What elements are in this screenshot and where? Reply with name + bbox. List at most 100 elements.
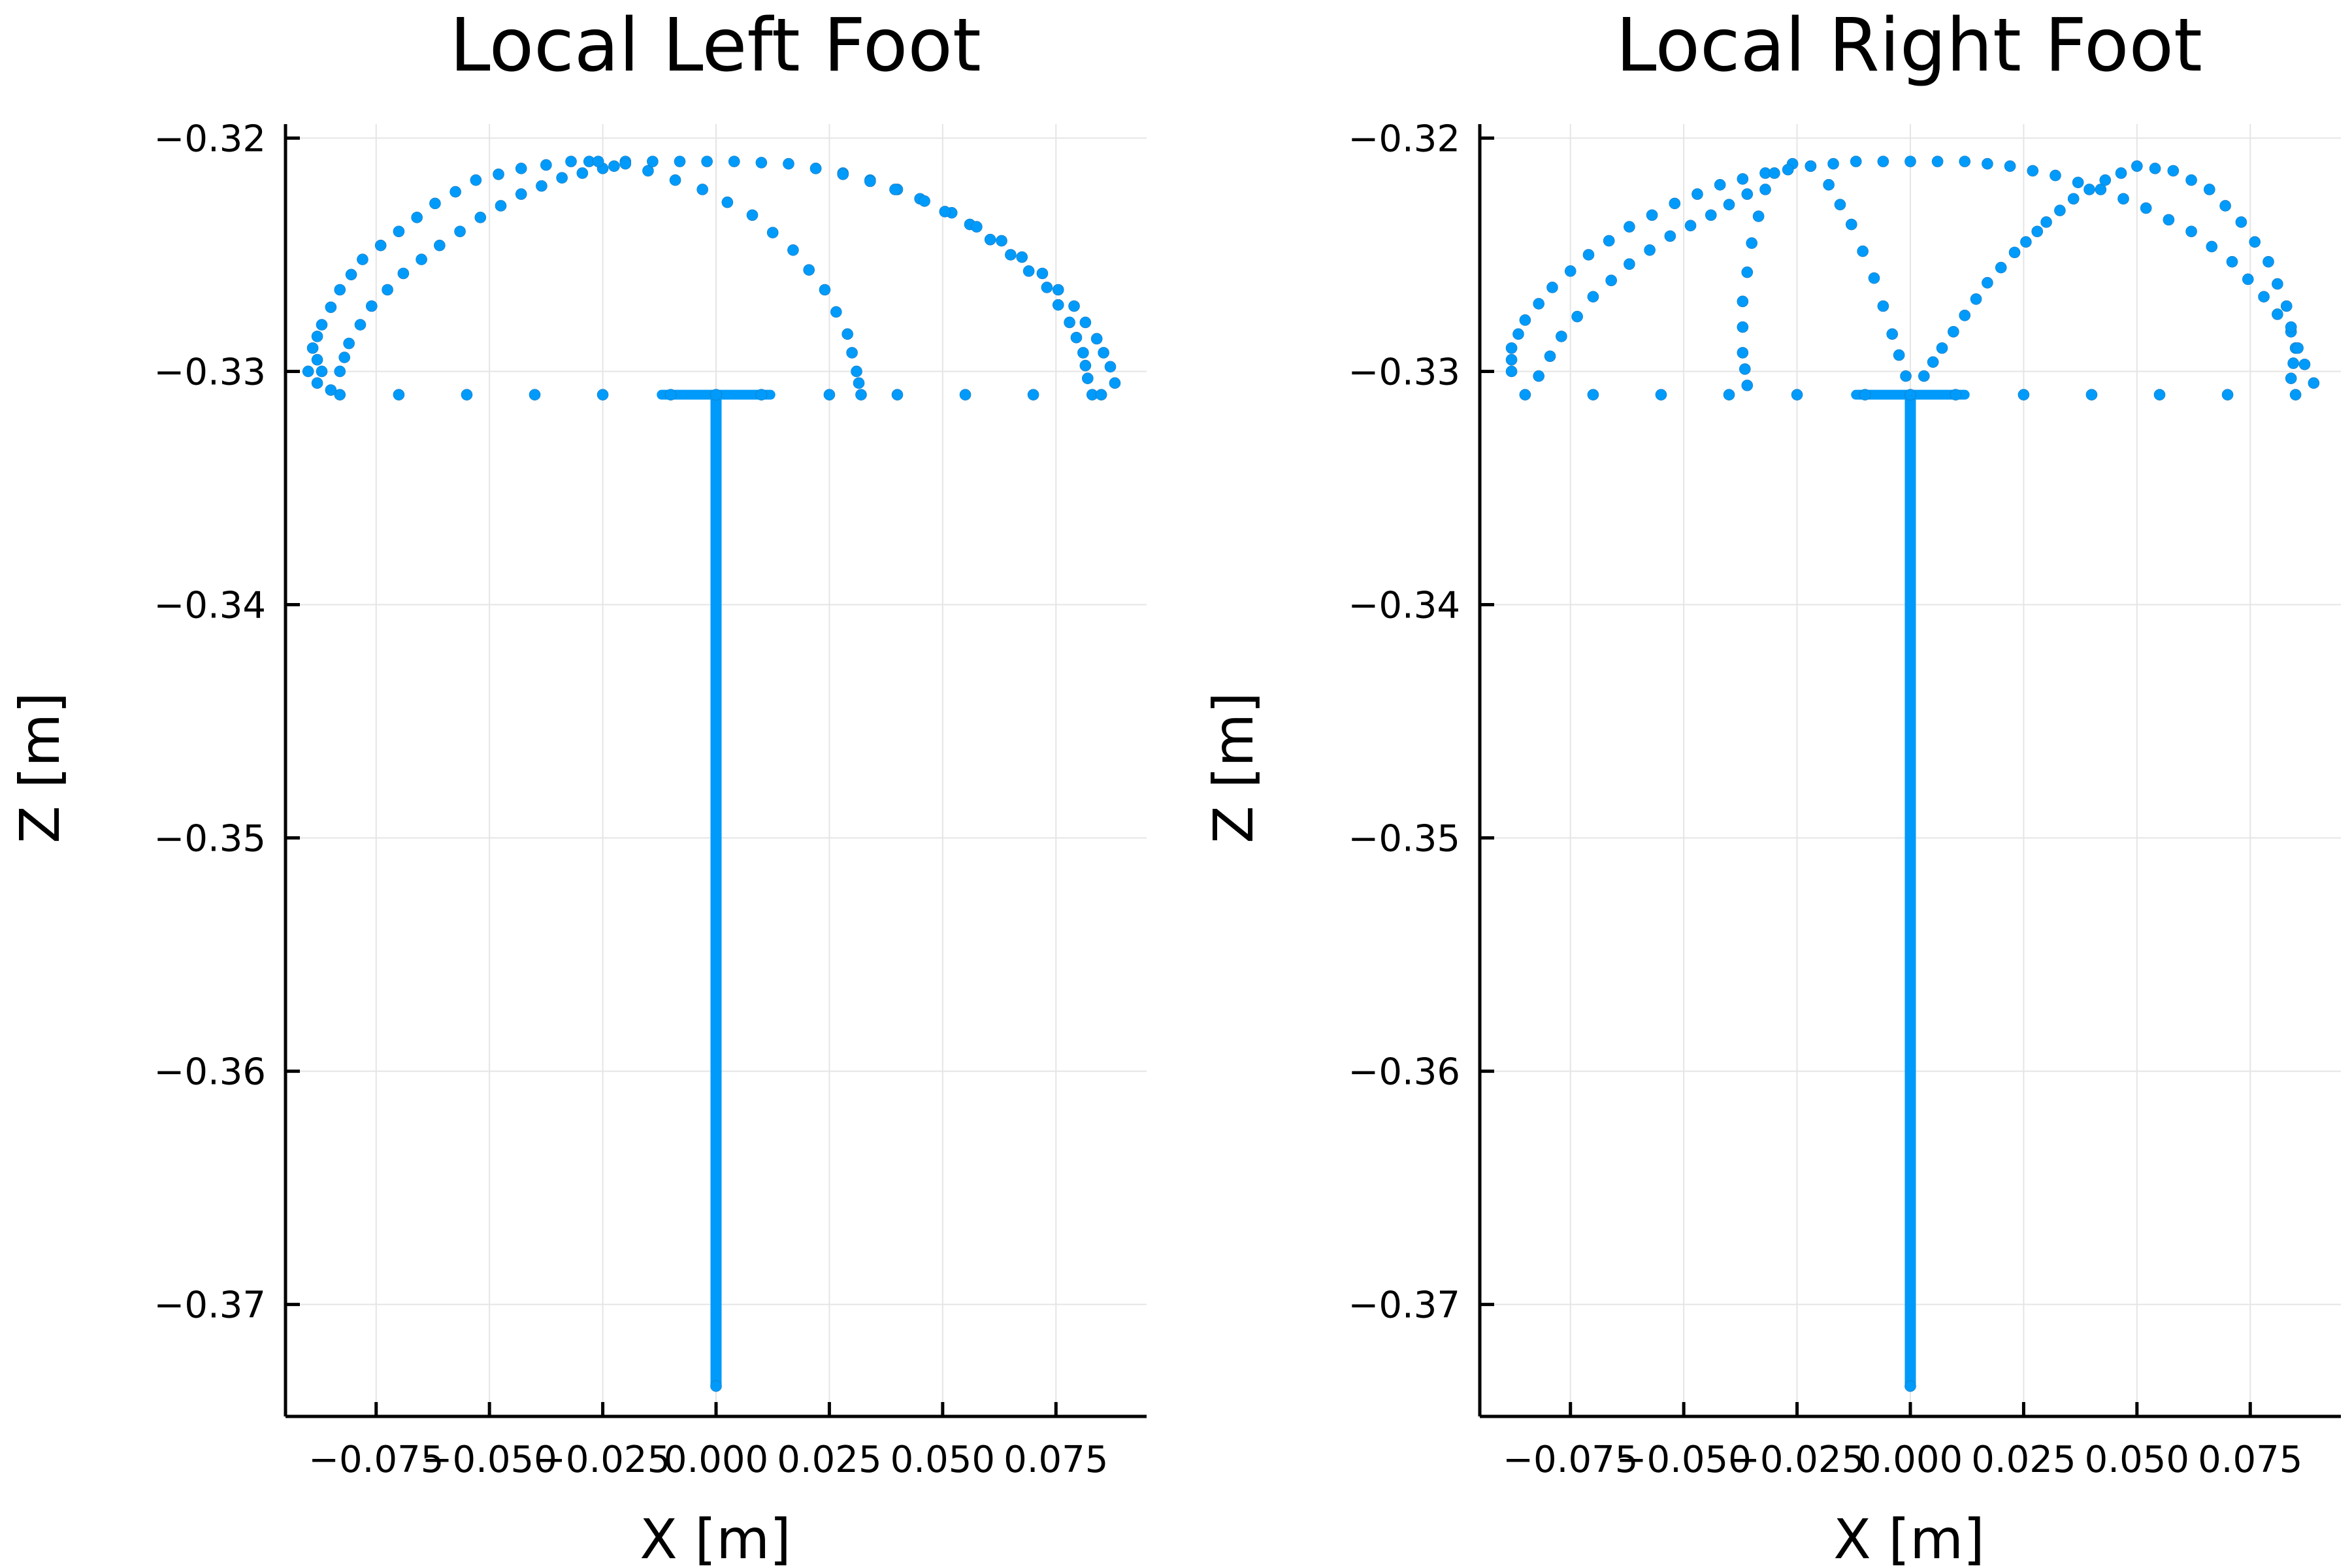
right-foot-data-point <box>1723 389 1735 400</box>
right-foot-data-point <box>1655 389 1667 400</box>
right-foot-data-point <box>2004 160 2016 172</box>
left-foot-data-point <box>334 284 346 296</box>
right-foot-data-point <box>1587 291 1599 303</box>
right-foot-data-point <box>2272 308 2283 320</box>
left-foot-data-point <box>841 328 853 340</box>
left-foot-data-point <box>984 233 996 246</box>
right-foot-data-point <box>2085 389 2098 400</box>
left-foot-y-tick-label: −0.37 <box>154 1284 266 1327</box>
right-foot-data-point <box>2185 225 2197 238</box>
right-foot-data-point <box>1741 188 1754 200</box>
left-foot-data-point <box>325 384 337 396</box>
left-foot-data-point <box>429 197 441 210</box>
right-foot-data-point <box>1603 235 1615 247</box>
right-foot-data-point <box>1505 365 1518 378</box>
left-foot-data-point <box>647 155 659 167</box>
right-foot-data-point <box>1519 389 1531 400</box>
right-foot-subplot: Local Right Foot X [m] Z [m] −0.075−0.05… <box>1201 3 2341 1568</box>
right-foot-y-axis-label: Z [m] <box>1201 692 1266 843</box>
left-foot-data-point <box>596 389 609 400</box>
right-foot-title: Local Right Foot <box>1616 3 2202 88</box>
left-foot-data-point <box>1016 251 1028 263</box>
left-foot-data-point <box>889 184 901 195</box>
left-foot-y-tick-label: −0.32 <box>154 118 266 160</box>
right-foot-data-point <box>1723 199 1735 210</box>
left-foot-data-point <box>382 284 393 296</box>
left-foot-data-point <box>642 165 654 177</box>
left-foot-data-point <box>1090 333 1103 345</box>
left-foot-data-point <box>728 155 740 167</box>
left-foot-data-point <box>1052 299 1064 311</box>
left-foot-data-point <box>619 157 632 170</box>
left-foot-data-point <box>710 389 722 400</box>
left-foot-data-point <box>529 389 541 400</box>
right-foot-data-point <box>2153 389 2166 400</box>
right-foot-data-point <box>1950 389 1962 400</box>
right-foot-data-point <box>2140 202 2152 214</box>
right-foot-data-point <box>1769 167 1780 179</box>
left-foot-data-point <box>1109 377 1121 389</box>
left-foot-y-tick-label: −0.33 <box>154 351 266 393</box>
left-foot-data-point <box>565 155 577 167</box>
left-foot-data-point <box>855 389 867 400</box>
left-foot-x-tick-label: −0.075 <box>308 1439 444 1481</box>
right-foot-data-point <box>1741 380 1754 391</box>
right-foot-data-point <box>1533 370 1544 382</box>
right-foot-x-tick-label: −0.025 <box>1729 1439 1865 1481</box>
left-foot-data-point <box>397 267 410 280</box>
left-foot-data-point <box>354 319 367 331</box>
right-foot-y-tick-label: −0.36 <box>1348 1051 1460 1094</box>
right-foot-data-point <box>1877 155 1889 167</box>
right-foot-data-point <box>1995 261 2007 274</box>
left-foot-data-point <box>515 163 527 174</box>
right-foot-axes-frame <box>1478 124 2341 1418</box>
left-foot-data-point <box>338 351 350 363</box>
right-foot-data-point <box>2235 216 2247 228</box>
left-foot-data-point <box>608 160 620 172</box>
right-foot-data-point <box>2242 273 2254 286</box>
left-foot-data-point <box>939 206 951 218</box>
right-foot-data-point <box>2131 160 2143 172</box>
right-foot-data-point <box>1714 179 1726 191</box>
left-foot-x-tick-label: 0.075 <box>1004 1439 1108 1481</box>
right-foot-data-point <box>2249 236 2261 248</box>
left-foot-data-point <box>334 365 346 378</box>
right-foot-data-point <box>2067 193 2080 205</box>
right-foot-data-point <box>1646 209 1658 221</box>
right-foot-data-point <box>1691 188 1703 200</box>
right-foot-x-tick-label: −0.075 <box>1503 1439 1638 1481</box>
right-foot-data-point <box>1624 258 1635 270</box>
left-foot-data-point <box>540 159 552 171</box>
right-foot-data-point <box>1533 298 1544 310</box>
left-foot-data-point <box>1022 265 1035 277</box>
left-foot-data-point <box>846 347 858 359</box>
left-foot-data-point <box>592 155 604 167</box>
right-foot-data-point <box>1684 220 1697 232</box>
right-foot-data-point <box>1705 209 1717 221</box>
right-foot-data-point <box>2083 184 2095 195</box>
right-foot-data-point <box>1948 325 1959 338</box>
right-foot-data-point <box>2185 174 2197 186</box>
left-foot-y-tick-label: −0.35 <box>154 818 266 860</box>
left-foot-x-tick-label: 0.000 <box>664 1439 768 1481</box>
right-foot-points <box>1505 155 2320 1392</box>
right-foot-data-point <box>2099 174 2112 186</box>
left-foot-data-point <box>1082 372 1094 384</box>
left-foot-data-point <box>1068 300 1080 312</box>
right-foot-data-point <box>1571 310 1583 323</box>
left-foot-data-point <box>374 239 387 252</box>
right-foot-data-point <box>1904 389 1916 400</box>
left-foot-data-point <box>1027 389 1039 400</box>
right-foot-data-point <box>1737 347 1749 359</box>
left-foot-data-point <box>669 174 681 186</box>
right-foot-data-point <box>2149 163 2161 174</box>
left-foot-data-point <box>787 244 799 256</box>
left-foot-data-point <box>316 365 328 378</box>
left-foot-subplot: Local Left Foot X [m] Z [m] −0.075−0.050… <box>8 3 1147 1568</box>
right-foot-data-point <box>1512 328 1524 340</box>
left-foot-y-axis-label: Z [m] <box>8 692 72 843</box>
left-foot-data-point <box>306 342 319 354</box>
left-foot-data-point <box>536 180 547 192</box>
